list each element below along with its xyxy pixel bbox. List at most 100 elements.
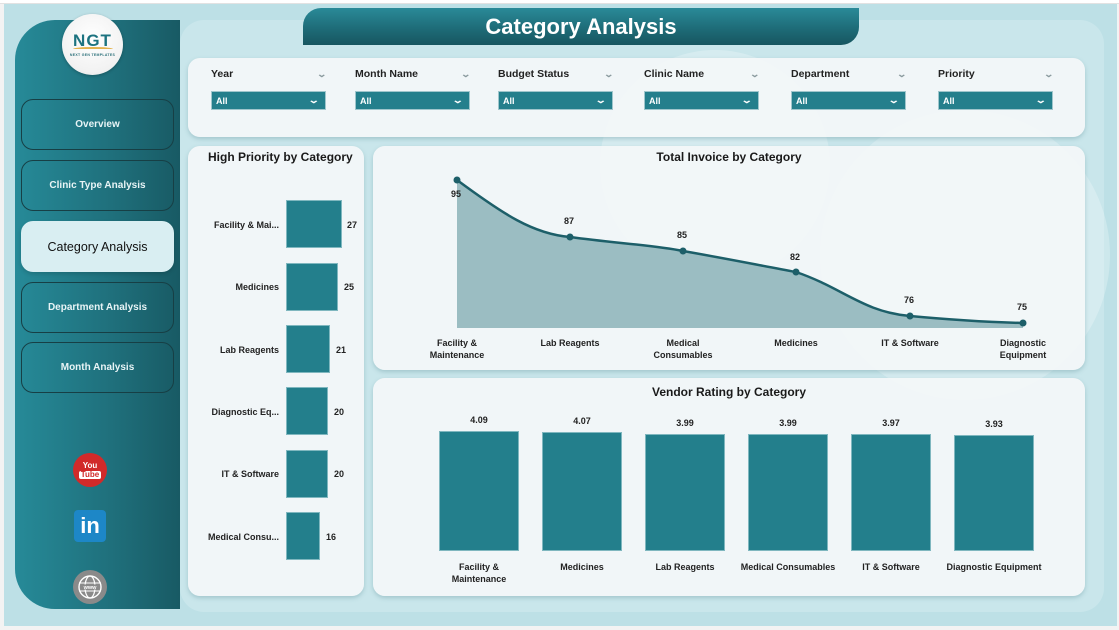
linkedin-icon[interactable]: in — [74, 510, 106, 542]
vbar[interactable] — [954, 435, 1034, 551]
vbar-value-label: 3.99 — [676, 418, 694, 428]
priority-dropdown[interactable]: All ⌄ — [938, 91, 1053, 110]
hbar[interactable] — [286, 263, 338, 311]
area-fill — [457, 180, 1023, 328]
hbar-value-label: 25 — [344, 282, 355, 292]
nav-label: Overview — [75, 119, 120, 130]
vbar-value-label: 4.07 — [573, 416, 591, 426]
nav-label: Category Analysis — [47, 239, 148, 254]
hbar-category-label: Lab Reagents — [219, 345, 279, 355]
area-value-label: 82 — [790, 252, 801, 262]
vendor-rating-chart-title: Vendor Rating by Category — [651, 385, 807, 399]
area-x-axis-label: Medicines — [774, 338, 818, 348]
filter-budget-status: Budget Status ⌄ All ⌄ — [498, 67, 615, 110]
vbar[interactable] — [439, 431, 519, 551]
filter-priority: Priority ⌄ All ⌄ — [938, 67, 1055, 110]
area-value-label: 75 — [1017, 302, 1028, 312]
youtube-icon[interactable]: You Tube — [73, 453, 107, 487]
vbar[interactable] — [748, 434, 828, 551]
nav-month-analysis-button[interactable]: Month Analysis — [21, 342, 174, 393]
chevron-down-icon[interactable]: ⌄ — [460, 68, 472, 79]
svg-text:www: www — [83, 585, 98, 591]
vbar-value-label: 4.09 — [470, 415, 488, 425]
nav-label: Clinic Type Analysis — [49, 180, 146, 191]
page-title-banner: Category Analysis — [303, 8, 859, 45]
total-invoice-area-chart — [453, 176, 1027, 328]
hbar-value-label: 20 — [334, 407, 345, 417]
vbar-x-axis-label: Lab Reagents — [655, 562, 715, 572]
linkedin-icon-text: in — [80, 513, 100, 538]
page-title: Category Analysis — [485, 13, 677, 39]
data-point[interactable] — [679, 247, 687, 255]
area-x-axis-label: Lab Reagents — [540, 338, 600, 348]
chevron-down-icon[interactable]: ⌄ — [749, 68, 761, 79]
data-point[interactable] — [566, 233, 574, 241]
hbar-category-label: Diagnostic Eq... — [211, 407, 279, 417]
area-value-label: 85 — [677, 230, 688, 240]
ngt-logo: NGT NEXT GEN TEMPLATES — [62, 14, 123, 75]
vbar-x-axis-label: Medical Consumables — [740, 562, 836, 572]
data-point[interactable] — [906, 312, 914, 320]
vbar-x-axis-label: Medicines — [560, 562, 604, 572]
vbar-value-label: 3.93 — [985, 419, 1003, 429]
vbar[interactable] — [542, 432, 622, 551]
nav-department-analysis-button[interactable]: Department Analysis — [21, 282, 174, 333]
filter-label: Year — [211, 68, 234, 80]
filter-label: Budget Status — [498, 68, 570, 80]
hbar[interactable] — [286, 512, 320, 560]
website-globe-icon[interactable]: www — [73, 570, 107, 604]
logo-swoosh-icon — [72, 47, 113, 51]
hbar-category-label: Medical Consu... — [207, 532, 279, 542]
chevron-down-icon: ⌄ — [741, 95, 754, 105]
logo-subtext: NEXT GEN TEMPLATES — [69, 53, 116, 57]
chevron-down-icon[interactable]: ⌄ — [896, 68, 908, 79]
filters-panel — [188, 58, 1085, 137]
hbar-value-label: 20 — [334, 469, 345, 479]
vbar[interactable] — [851, 434, 931, 551]
hbar-value-label: 21 — [336, 345, 347, 355]
window-top-strip — [0, 0, 1119, 4]
nav-overview-button[interactable]: Overview — [21, 99, 174, 150]
chevron-down-icon: ⌄ — [595, 95, 608, 105]
youtube-icon-text: You — [82, 460, 98, 470]
budget-status-dropdown[interactable]: All ⌄ — [498, 91, 613, 110]
department-dropdown[interactable]: All ⌄ — [791, 91, 906, 110]
dropdown-value: All — [943, 95, 955, 106]
hbar-value-label: 27 — [347, 220, 358, 230]
dropdown-value: All — [216, 95, 228, 106]
area-value-label: 95 — [451, 189, 462, 199]
hbar[interactable] — [286, 200, 342, 248]
chevron-down-icon[interactable]: ⌄ — [316, 68, 328, 79]
data-point[interactable] — [792, 268, 800, 276]
youtube-icon-text: Tube — [78, 469, 102, 479]
data-point[interactable] — [453, 176, 461, 184]
area-value-label: 76 — [904, 295, 915, 305]
chevron-down-icon[interactable]: ⌄ — [603, 68, 615, 79]
filter-department: Department ⌄ All ⌄ — [791, 67, 908, 110]
hbar[interactable] — [286, 450, 328, 498]
chevron-down-icon[interactable]: ⌄ — [1043, 68, 1055, 79]
hbar-value-label: 16 — [326, 532, 337, 542]
hbar[interactable] — [286, 325, 330, 373]
nav-clinic-type-analysis-button[interactable]: Clinic Type Analysis — [21, 160, 174, 211]
nav-category-analysis-button[interactable]: Category Analysis — [21, 221, 174, 272]
hbar-category-label: Medicines — [235, 282, 279, 292]
area-x-axis-label: IT & Software — [881, 338, 939, 348]
data-point[interactable] — [1019, 319, 1027, 327]
year-dropdown[interactable]: All ⌄ — [211, 91, 326, 110]
clinic-name-dropdown[interactable]: All ⌄ — [644, 91, 759, 110]
nav-label: Month Analysis — [60, 362, 135, 373]
vbar-x-axis-label: IT & Software — [862, 562, 920, 572]
hbar-category-label: Facility & Mai... — [213, 220, 279, 230]
hbar[interactable] — [286, 387, 328, 435]
area-x-axis-label: Diagnostic Equipment — [999, 338, 1047, 360]
vbar-value-label: 3.99 — [779, 418, 797, 428]
filter-label: Department — [791, 68, 850, 80]
chevron-down-icon: ⌄ — [1035, 95, 1048, 105]
vbar[interactable] — [645, 434, 725, 551]
filter-month-name: Month Name ⌄ All ⌄ — [355, 67, 472, 110]
month-name-dropdown[interactable]: All ⌄ — [355, 91, 470, 110]
area-x-axis-label: Medical Consumables — [653, 338, 713, 360]
dropdown-value: All — [796, 95, 808, 106]
nav-label: Department Analysis — [47, 302, 148, 313]
